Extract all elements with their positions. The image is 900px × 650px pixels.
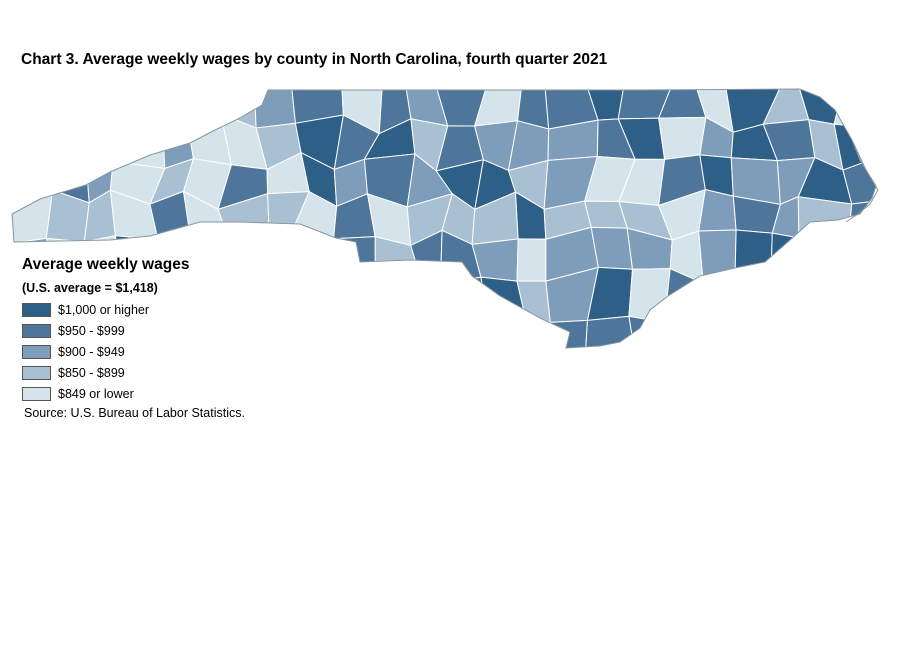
county-shape <box>437 276 489 321</box>
county-shape <box>217 305 272 348</box>
legend-swatch <box>22 344 51 359</box>
county-shape <box>628 315 666 348</box>
county-shape <box>368 303 405 348</box>
county-shape <box>46 112 87 157</box>
legend-title: Average weekly wages <box>22 256 190 273</box>
legend-item: $950 - $999 <box>22 320 189 341</box>
county-shape <box>734 275 775 319</box>
county-shape <box>332 236 376 281</box>
county-shape <box>193 269 226 321</box>
county-shape <box>218 234 270 282</box>
county-shape <box>149 89 187 129</box>
county-shape <box>263 228 304 281</box>
legend-item: $849 or lower <box>22 383 189 404</box>
county-shape <box>696 302 746 348</box>
legend-swatch <box>22 386 51 401</box>
county-shape <box>255 306 305 348</box>
county-shape <box>71 89 121 123</box>
legend-swatch <box>22 302 51 317</box>
county-shape <box>188 226 229 282</box>
county-shape <box>798 228 850 276</box>
county-shape <box>108 89 164 129</box>
county-shape <box>12 112 48 159</box>
county-shape <box>185 113 233 166</box>
county-shape <box>590 226 634 270</box>
county-shape <box>698 189 737 232</box>
legend-swatch <box>22 323 51 338</box>
legend-swatch <box>22 365 51 380</box>
legend-label: $900 - $949 <box>58 344 125 359</box>
county-shape <box>345 302 378 348</box>
county-shape <box>403 271 441 311</box>
county-shape <box>844 274 876 316</box>
county-shape <box>71 114 114 163</box>
county-shape <box>653 302 705 348</box>
county-shape <box>342 277 378 324</box>
legend: Average weekly wages (U.S. average = $1,… <box>22 256 189 404</box>
county-shape <box>516 280 551 324</box>
legend-label: $1,000 or higher <box>58 302 150 317</box>
county-shape <box>12 153 54 205</box>
legend-item: $1,000 or higher <box>22 299 189 320</box>
legend-subtitle: (U.S. average = $1,418) <box>22 281 158 295</box>
county-shape <box>299 303 347 348</box>
county-shape <box>516 238 547 282</box>
county-shape <box>770 232 806 285</box>
county-shape <box>399 304 452 348</box>
legend-label: $849 or lower <box>58 386 134 401</box>
county-shape <box>658 116 707 160</box>
county-shape <box>702 275 741 319</box>
county-shape <box>739 306 775 348</box>
county-shape <box>46 89 84 117</box>
county-shape <box>798 303 846 348</box>
county-shape <box>301 279 347 310</box>
state-outline <box>11 88 877 349</box>
county-shape <box>585 315 636 348</box>
county-shape <box>262 279 305 310</box>
county-shape <box>797 196 853 239</box>
county-shape <box>846 228 876 276</box>
legend-label: $950 - $999 <box>58 323 125 338</box>
county-shape <box>833 89 876 129</box>
source-note: Source: U.S. Bureau of Labor Statistics. <box>24 406 245 420</box>
county-shape <box>798 263 848 307</box>
legend-label: $850 - $899 <box>58 365 125 380</box>
county-shape <box>109 121 166 169</box>
county-shape <box>12 89 54 126</box>
chart-title: Chart 3. Average weekly wages by county … <box>21 51 608 68</box>
county-shape <box>437 309 490 348</box>
county-shape <box>253 89 296 129</box>
legend-item: $900 - $949 <box>22 341 189 362</box>
county-shape <box>183 89 222 116</box>
county-shape <box>734 229 773 285</box>
legend-item: $850 - $899 <box>22 362 189 383</box>
county-shape <box>772 305 812 348</box>
county-shape <box>837 303 876 348</box>
county-shape <box>770 263 806 308</box>
county-shape <box>628 268 671 323</box>
county-shape <box>191 307 226 348</box>
county-shape <box>472 314 526 348</box>
county-shape <box>374 271 420 324</box>
county-shape <box>218 279 272 309</box>
